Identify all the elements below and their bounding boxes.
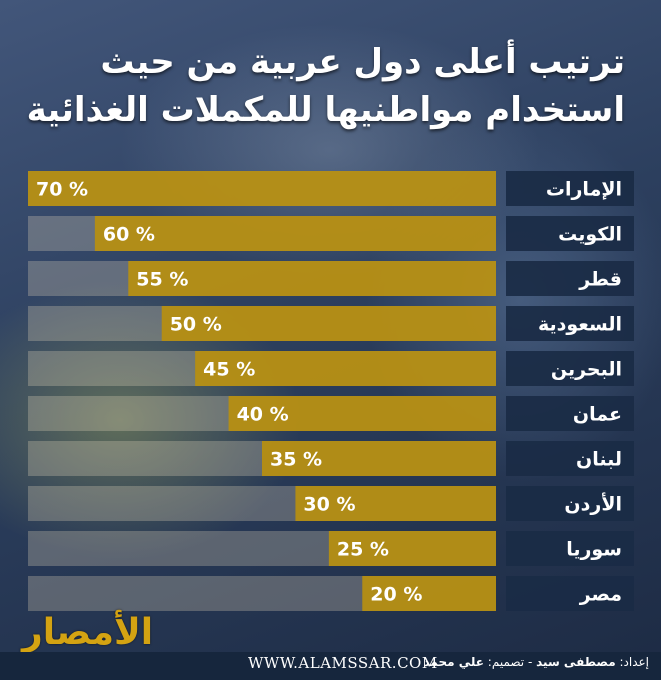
value-label: 25 % (337, 539, 389, 561)
credits: إعداد: مصطفى سيد - تصميم: علي محمد (424, 655, 650, 669)
bar (28, 171, 496, 206)
prepared-label: إعداد: (619, 655, 649, 669)
value-label: 55 % (136, 269, 188, 291)
value-label: 35 % (270, 449, 322, 471)
category-box (506, 351, 634, 386)
category-box (506, 441, 634, 476)
value-label: 30 % (303, 494, 355, 516)
value-label: 40 % (237, 404, 289, 426)
credit-separator: - (524, 655, 533, 669)
value-label: 70 % (36, 179, 88, 201)
bar (228, 396, 497, 431)
category-box (506, 531, 634, 566)
bar (262, 441, 496, 476)
category-box (506, 306, 634, 341)
category-label: الكويت (558, 224, 622, 246)
value-label: 45 % (203, 359, 255, 381)
category-label: قطر (578, 269, 622, 291)
category-box (506, 261, 634, 296)
website-url[interactable]: WWW.ALAMSSAR.COM (248, 654, 438, 672)
footer-bar (0, 652, 661, 680)
author-name: مصطفى سيد (536, 655, 616, 669)
category-box (506, 576, 634, 611)
title-line-1: ترتيب أعلى دول عربية من حيث (100, 42, 625, 82)
design-label: تصميم: (487, 655, 525, 669)
bar (195, 351, 496, 386)
value-label: 20 % (370, 584, 422, 606)
bar (94, 216, 496, 251)
title-line-2: استخدام مواطنيها للمكملات الغذائية (26, 90, 625, 130)
bar (328, 531, 496, 566)
category-label: الأردن (564, 493, 622, 516)
category-label: مصر (579, 584, 622, 606)
bar (295, 486, 496, 521)
designer-name: علي محمد (423, 655, 484, 669)
category-box (506, 486, 634, 521)
category-label: البحرين (551, 359, 622, 381)
bar (128, 261, 497, 296)
value-label: 60 % (103, 224, 155, 246)
bar (161, 306, 496, 341)
category-label: سوريا (566, 539, 622, 561)
category-box (506, 216, 634, 251)
category-label: لبنان (576, 449, 622, 471)
alamssar-logo: الأمصار (22, 612, 154, 653)
bar (362, 576, 496, 611)
value-label: 50 % (170, 314, 222, 336)
category-label: الإمارات (546, 179, 622, 201)
chart-title: ترتيب أعلى دول عربية من حيث استخدام مواط… (25, 38, 625, 134)
category-box (506, 171, 634, 206)
category-label: السعودية (538, 314, 622, 336)
category-box (506, 396, 634, 431)
category-label: عمان (573, 404, 622, 426)
